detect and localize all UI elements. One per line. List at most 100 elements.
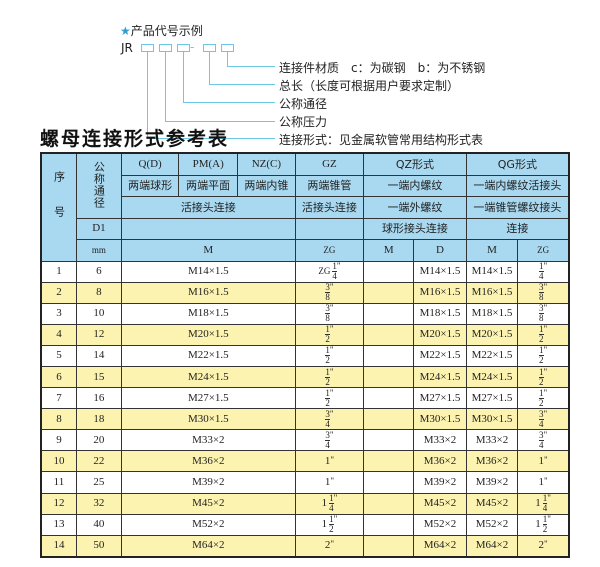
- qz-m: [363, 534, 415, 558]
- inch-mark: ": [329, 366, 334, 377]
- table-row: 9 20 M33×2 3 4 " M33×2 M33×2 3 4 ": [40, 429, 570, 452]
- qz-d: M16×1.5: [413, 281, 467, 304]
- nominal-diameter: 32: [75, 492, 122, 515]
- thread-m: M52×2: [120, 513, 296, 536]
- whole-part: 1: [538, 475, 545, 488]
- nominal-diameter: 14: [75, 344, 122, 367]
- nominal-diameter: 50: [75, 534, 122, 558]
- qz-m: [363, 513, 415, 536]
- qg-m: M24×1.5: [465, 365, 519, 389]
- qg-m: M64×2: [465, 534, 519, 558]
- whole-part: 1: [535, 497, 541, 510]
- qg-zg: 3 8 ": [517, 302, 570, 325]
- qg-zg: 1 4 ": [517, 260, 570, 283]
- inch-mark: ": [330, 454, 335, 465]
- nominal-diameter: 8: [75, 281, 122, 304]
- inch-mark: ": [547, 514, 551, 525]
- row-number: 3: [40, 302, 77, 325]
- diagram-heading: ★产品代号示例: [120, 22, 203, 39]
- gz-zg: 1 2 ": [294, 365, 365, 389]
- thread-m: M36×2: [120, 450, 296, 473]
- qz-m: [363, 408, 415, 431]
- qz-m: [363, 260, 415, 283]
- table-row: 3 10 M18×1.5 3 8 " M18×1.5 M18×1.5 3 8 ": [40, 302, 570, 325]
- qz-m: [363, 323, 415, 346]
- inch-mark: ": [329, 387, 334, 398]
- qz-d: M24×1.5: [413, 365, 467, 389]
- gz-zg: 3 4 ": [294, 408, 365, 431]
- nominal-diameter: 15: [75, 365, 122, 389]
- qz-m: [363, 429, 415, 452]
- heading-text: 产品代号示例: [130, 24, 203, 38]
- qg-zg: 1": [517, 471, 570, 494]
- nominal-diameter: 12: [75, 323, 122, 346]
- header-qg-m: M: [465, 239, 519, 262]
- nominal-diameter: 16: [75, 387, 122, 410]
- qz-d: M14×1.5: [413, 260, 467, 283]
- qg-m: M16×1.5: [465, 281, 519, 304]
- inch-mark: ": [544, 454, 548, 465]
- inch-mark: ": [543, 345, 548, 356]
- header-one-taper-thread: 一端锥管螺纹接头: [465, 196, 570, 219]
- thread-m: M30×1.5: [120, 408, 296, 431]
- qg-zg: 1 2 ": [517, 387, 570, 410]
- row-number: 5: [40, 344, 77, 367]
- inch-mark: ": [336, 261, 341, 272]
- gz-zg: 3 8 ": [294, 281, 365, 304]
- whole-part: 1: [321, 518, 328, 531]
- qz-m: [363, 387, 415, 410]
- qz-d: M22×1.5: [413, 344, 467, 367]
- inch-mark: ": [543, 366, 548, 377]
- qz-d: M64×2: [413, 534, 467, 558]
- whole-part: 1: [324, 454, 331, 467]
- whole-part: 1: [324, 475, 331, 488]
- qg-zg: 3 8 ": [517, 281, 570, 304]
- gz-zg: ZG 1 4 ": [294, 260, 365, 283]
- thread-m: M16×1.5: [120, 281, 296, 304]
- qz-d: M52×2: [413, 513, 467, 536]
- qg-m: M52×2: [465, 513, 519, 536]
- inch-mark: ": [329, 429, 334, 440]
- header-both-taper-pipe: 两端锥管: [294, 174, 365, 197]
- gz-zg: 1 2 ": [294, 323, 365, 346]
- code-box-2: [159, 44, 172, 52]
- gz-zg: 1": [294, 450, 365, 473]
- nominal-diameter: 25: [75, 471, 122, 494]
- qg-zg: 1 2 ": [517, 344, 570, 367]
- gz-zg: 3 8 ": [294, 302, 365, 325]
- row-number: 2: [40, 281, 77, 304]
- thread-m: M14×1.5: [120, 260, 296, 283]
- qg-m: M39×2: [465, 471, 519, 494]
- table-row: 12 32 M45×2 1 1 4 " M45×2 M45×2 1 1 4 ": [40, 492, 570, 515]
- qg-m: M45×2: [465, 492, 519, 515]
- qg-m: M27×1.5: [465, 387, 519, 410]
- inch-mark: ": [544, 539, 548, 550]
- inch-mark: ": [543, 303, 548, 314]
- row-number: 1: [40, 260, 77, 283]
- header-union-connection-gz: 活接头连接: [294, 196, 365, 219]
- inch-mark: ": [329, 345, 334, 356]
- qz-d: M18×1.5: [413, 302, 467, 325]
- inch-mark: ": [543, 408, 548, 419]
- qg-zg: 2": [517, 534, 570, 558]
- header-qz: QZ形式: [363, 152, 467, 176]
- header-mm: mm: [75, 239, 122, 262]
- header-d1: D1: [75, 217, 122, 240]
- table-row: 8 18 M30×1.5 3 4 " M30×1.5 M30×1.5 3 4 ": [40, 408, 570, 431]
- gz-zg: 1 1 2 ": [294, 513, 365, 536]
- table-row: 2 8 M16×1.5 3 8 " M16×1.5 M16×1.5 3 8 ": [40, 281, 570, 304]
- table-row: 5 14 M22×1.5 1 2 " M22×1.5 M22×1.5 1 2 ": [40, 344, 570, 367]
- inch-mark: ": [547, 493, 551, 504]
- code-box-4: [203, 44, 216, 52]
- gz-zg: 1 2 ": [294, 387, 365, 410]
